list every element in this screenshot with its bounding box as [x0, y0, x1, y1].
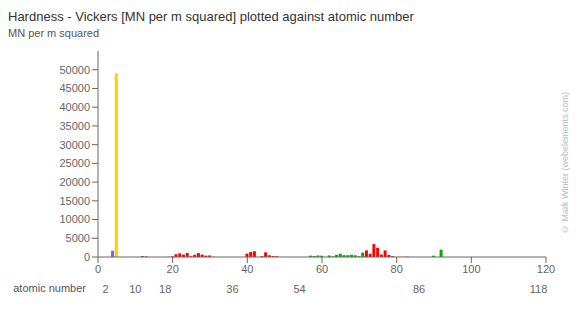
html-text:Hardness - Vickers [MN per m s: Hardness - Vickers [MN per m squared] pl…	[8, 9, 414, 24]
svg-text:20: 20	[167, 263, 179, 275]
html-text:© Mark Winter (webelements.com: © Mark Winter (webelements.com)	[560, 92, 570, 234]
svg-text:18: 18	[159, 283, 171, 295]
svg-text:54: 54	[293, 283, 305, 295]
svg-text:40: 40	[241, 263, 253, 275]
svg-text:50000: 50000	[59, 64, 90, 76]
svg-text:40000: 40000	[59, 101, 90, 113]
svg-text:45000: 45000	[59, 82, 90, 94]
svg-text:20000: 20000	[59, 176, 90, 188]
svg-text:0: 0	[95, 263, 101, 275]
svg-text:10: 10	[129, 283, 141, 295]
html-text:MN per m squared: MN per m squared	[8, 27, 100, 39]
svg-text:60: 60	[316, 263, 328, 275]
svg-text:118: 118	[530, 283, 548, 295]
svg-text:0: 0	[84, 251, 90, 263]
svg-text:30000: 30000	[59, 139, 90, 151]
svg-text:35000: 35000	[59, 120, 90, 132]
svg-text:80: 80	[391, 263, 403, 275]
svg-text:100: 100	[462, 263, 480, 275]
svg-text:atomic number: atomic number	[13, 282, 86, 294]
svg-text:25000: 25000	[59, 157, 90, 169]
svg-text:10000: 10000	[59, 213, 90, 225]
svg-text:5000: 5000	[66, 232, 90, 244]
svg-text:86: 86	[413, 283, 425, 295]
svg-text:36: 36	[226, 283, 238, 295]
svg-text:120: 120	[537, 263, 555, 275]
svg-text:15000: 15000	[59, 195, 90, 207]
svg-text:2: 2	[102, 283, 108, 295]
